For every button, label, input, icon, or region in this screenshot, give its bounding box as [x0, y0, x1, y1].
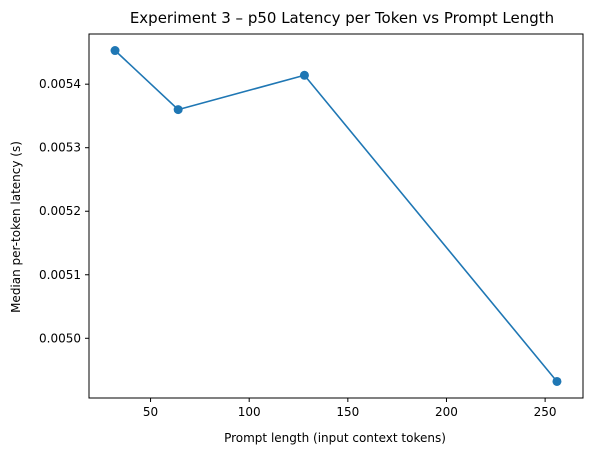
- plot-frame: [88, 33, 584, 399]
- data-point: [173, 105, 183, 115]
- y-axis: 0.0050 0.0051 0.0052 0.0053 0.0054: [39, 77, 89, 345]
- y-tick-label: 0.0052: [39, 204, 81, 218]
- x-axis-label: Prompt length (input context tokens): [224, 431, 446, 445]
- y-tick-label: 0.0054: [39, 77, 81, 91]
- y-tick-label: 0.0050: [39, 331, 81, 345]
- plot-area: [88, 33, 584, 399]
- series-line: [114, 49, 558, 382]
- x-tick-label: 100: [238, 405, 261, 419]
- y-tick-label: 0.0051: [39, 268, 81, 282]
- y-tick-label: 0.0053: [39, 141, 81, 155]
- x-tick-label: 150: [336, 405, 359, 419]
- series-layer: [110, 46, 562, 386]
- x-tick-label: 50: [143, 405, 158, 419]
- x-axis: 50 100 150 200 250: [143, 398, 557, 419]
- data-point: [552, 376, 562, 386]
- x-tick-label: 250: [534, 405, 557, 419]
- data-point: [299, 70, 309, 80]
- x-tick-label: 200: [435, 405, 458, 419]
- data-point: [110, 46, 120, 56]
- chart-title: Experiment 3 – p50 Latency per Token vs …: [130, 9, 554, 27]
- y-axis-label: Median per-token latency (s): [9, 141, 23, 313]
